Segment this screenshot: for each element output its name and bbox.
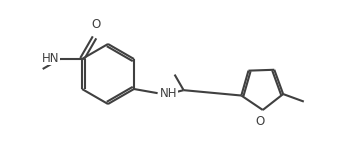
Text: NH: NH	[159, 87, 177, 100]
Text: O: O	[91, 18, 100, 31]
Text: HN: HN	[41, 51, 59, 64]
Text: O: O	[255, 115, 265, 128]
